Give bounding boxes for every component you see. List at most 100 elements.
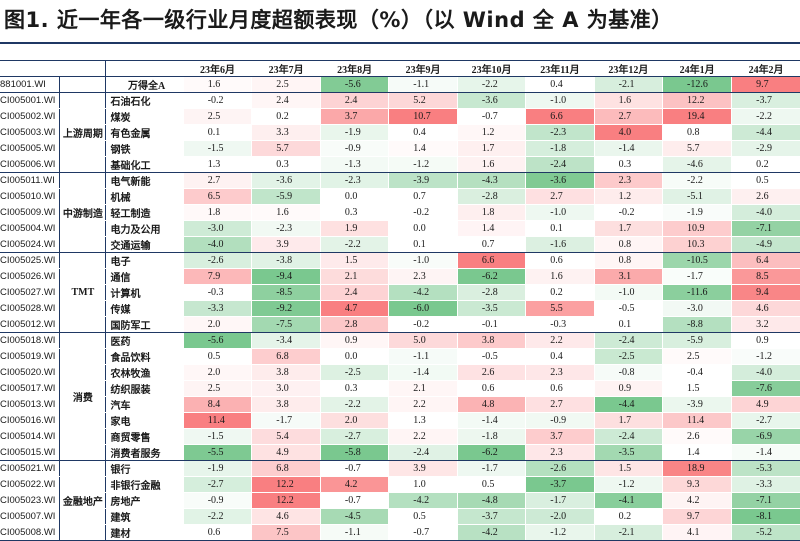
value-cell: -0.1: [456, 316, 526, 333]
industry-code: CI005008.WI: [0, 524, 60, 541]
value-cell: -5.1: [662, 188, 732, 205]
value-cell: 3.8: [251, 364, 321, 381]
value-cell: -0.7: [388, 524, 458, 541]
industry-name: 电力及公用: [105, 220, 184, 237]
value-cell: -6.0: [388, 300, 458, 317]
industry-code: CI005025.WI: [0, 252, 60, 269]
value-cell: 1.0: [388, 476, 458, 493]
value-cell: -2.4: [593, 428, 663, 445]
value-cell: 11.4: [662, 412, 732, 429]
value-cell: 9.4: [731, 284, 800, 301]
value-cell: 0.9: [593, 380, 663, 397]
value-cell: 7.5: [251, 524, 321, 541]
value-cell: 0.5: [456, 476, 526, 493]
value-cell: 0.1: [525, 220, 595, 237]
industry-name: 建筑: [105, 508, 184, 525]
value-cell: 2.0: [182, 364, 252, 381]
value-cell: -0.2: [182, 92, 252, 109]
value-cell: -5.2: [731, 524, 800, 541]
value-cell: -5.3: [731, 460, 800, 477]
industry-code: CI005013.WI: [0, 396, 60, 413]
value-cell: -4.0: [731, 364, 800, 381]
value-cell: 6.8: [251, 348, 321, 365]
value-cell: -3.3: [182, 300, 252, 317]
value-cell: -0.7: [456, 108, 526, 125]
value-cell: -2.2: [319, 236, 389, 253]
industry-code: CI005017.WI: [0, 380, 60, 397]
industry-row: CI005024.WI 交通运输 -4.0 3.9 -2.2 0.1 0.7 -1.6 0.8 1…: [0, 236, 800, 253]
group-label: 消费: [59, 332, 106, 461]
industry-code: CI005006.WI: [0, 156, 60, 173]
value-cell: 5.4: [251, 428, 321, 445]
value-cell: 5.5: [525, 300, 595, 317]
value-cell: 1.4: [662, 444, 732, 461]
group-label: TMT: [59, 252, 106, 333]
value-cell: 0.1: [182, 124, 252, 141]
industry-code: CI005016.WI: [0, 412, 60, 429]
industry-name: 煤炭: [105, 108, 184, 125]
value-cell: 4.1: [662, 524, 732, 541]
value-cell: 2.0: [182, 316, 252, 333]
value-cell: -0.5: [456, 348, 526, 365]
industry-code: CI005007.WI: [0, 508, 60, 525]
value-cell: 1.6: [525, 268, 595, 285]
industry-name: 房地产: [105, 492, 184, 509]
value-cell: -4.5: [319, 508, 389, 525]
value-cell: 2.4: [251, 92, 321, 109]
month-header: 23年8月: [319, 60, 389, 77]
value-cell: -4.2: [388, 492, 458, 509]
value-cell: 4.2: [662, 492, 732, 509]
value-cell: 3.2: [731, 316, 800, 333]
value-cell: 1.2: [456, 124, 526, 141]
value-cell: 2.7: [525, 188, 595, 205]
value-cell: -9.4: [251, 268, 321, 285]
value-cell: 2.3: [525, 364, 595, 381]
value-cell: 8.4: [182, 396, 252, 413]
value-cell: 0.4: [525, 348, 595, 365]
industry-name: 建材: [105, 524, 184, 541]
industry-row: CI005012.WI 国防军工 2.0 -7.5 2.8 -0.2 -0.1 -0.3 0.1…: [0, 316, 800, 333]
header-group-cell: [59, 60, 106, 77]
industry-row: CI005028.WI 传媒 -3.3 -9.2 4.7 -6.0 -3.5 5.5 -0.5-…: [0, 300, 800, 317]
value-cell: 9.7: [662, 508, 732, 525]
value-cell: 0.4: [525, 76, 595, 93]
value-cell: -3.6: [456, 92, 526, 109]
industry-row: CI005010.WI 机械 6.5 -5.9 0.0 0.7 -2.8 2.7 1.2 -5.1…: [0, 188, 800, 205]
value-cell: 1.8: [456, 204, 526, 221]
value-cell: -3.3: [731, 476, 800, 493]
value-cell: -2.4: [388, 444, 458, 461]
month-header: 23年7月: [251, 60, 321, 77]
value-cell: 4.6: [251, 508, 321, 525]
value-cell: -1.4: [456, 412, 526, 429]
industry-name: 轻工制造: [105, 204, 184, 221]
industry-name: 通信: [105, 268, 184, 285]
value-cell: -8.8: [662, 316, 732, 333]
value-cell: -2.6: [182, 252, 252, 269]
industry-name: 非银行金融: [105, 476, 184, 493]
value-cell: 0.6: [182, 524, 252, 541]
value-cell: -0.2: [593, 204, 663, 221]
industry-code: CI005020.WI: [0, 364, 60, 381]
value-cell: -4.0: [182, 236, 252, 253]
value-cell: 5.0: [388, 332, 458, 349]
industry-name: 银行: [105, 460, 184, 477]
value-cell: 2.8: [319, 316, 389, 333]
industry-name: 国防军工: [105, 316, 184, 333]
value-cell: -2.3: [251, 220, 321, 237]
value-cell: 0.2: [525, 284, 595, 301]
value-cell: 2.1: [388, 380, 458, 397]
industry-name: 计算机: [105, 284, 184, 301]
value-cell: 2.4: [319, 284, 389, 301]
industry-row: CI005005.WI 钢铁 -1.5 5.7 -0.9 1.4 1.7 -1.8 -1.4 5.…: [0, 140, 800, 157]
value-cell: -1.7: [251, 412, 321, 429]
industry-name: 石油石化: [105, 92, 184, 109]
value-cell: 2.5: [182, 108, 252, 125]
value-cell: 1.7: [456, 140, 526, 157]
value-cell: -1.9: [319, 124, 389, 141]
value-cell: 6.6: [525, 108, 595, 125]
month-header: 24年2月: [731, 60, 800, 77]
value-cell: -3.5: [456, 300, 526, 317]
value-cell: 7.9: [182, 268, 252, 285]
value-cell: 12.2: [251, 492, 321, 509]
value-cell: -10.5: [662, 252, 732, 269]
